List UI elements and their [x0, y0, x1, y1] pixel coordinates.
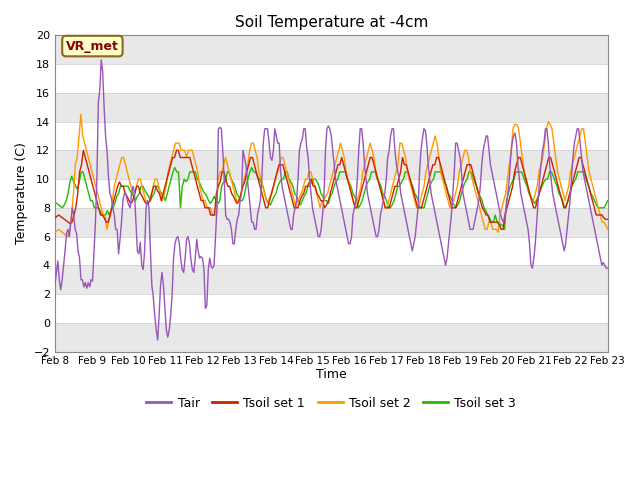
- Bar: [55, 121, 607, 150]
- Bar: [55, 93, 607, 121]
- Bar: [55, 265, 607, 294]
- Bar: [55, 179, 607, 208]
- Bar: [55, 150, 607, 179]
- Bar: [55, 237, 607, 265]
- Y-axis label: Temperature (C): Temperature (C): [15, 143, 28, 244]
- Bar: [55, 208, 607, 237]
- Bar: [55, 64, 607, 93]
- Bar: [55, 294, 607, 323]
- Title: Soil Temperature at -4cm: Soil Temperature at -4cm: [235, 15, 428, 30]
- Text: VR_met: VR_met: [66, 39, 119, 53]
- X-axis label: Time: Time: [316, 368, 347, 381]
- Legend: Tair, Tsoil set 1, Tsoil set 2, Tsoil set 3: Tair, Tsoil set 1, Tsoil set 2, Tsoil se…: [141, 392, 521, 415]
- Bar: [55, 36, 607, 64]
- Bar: [55, 323, 607, 351]
